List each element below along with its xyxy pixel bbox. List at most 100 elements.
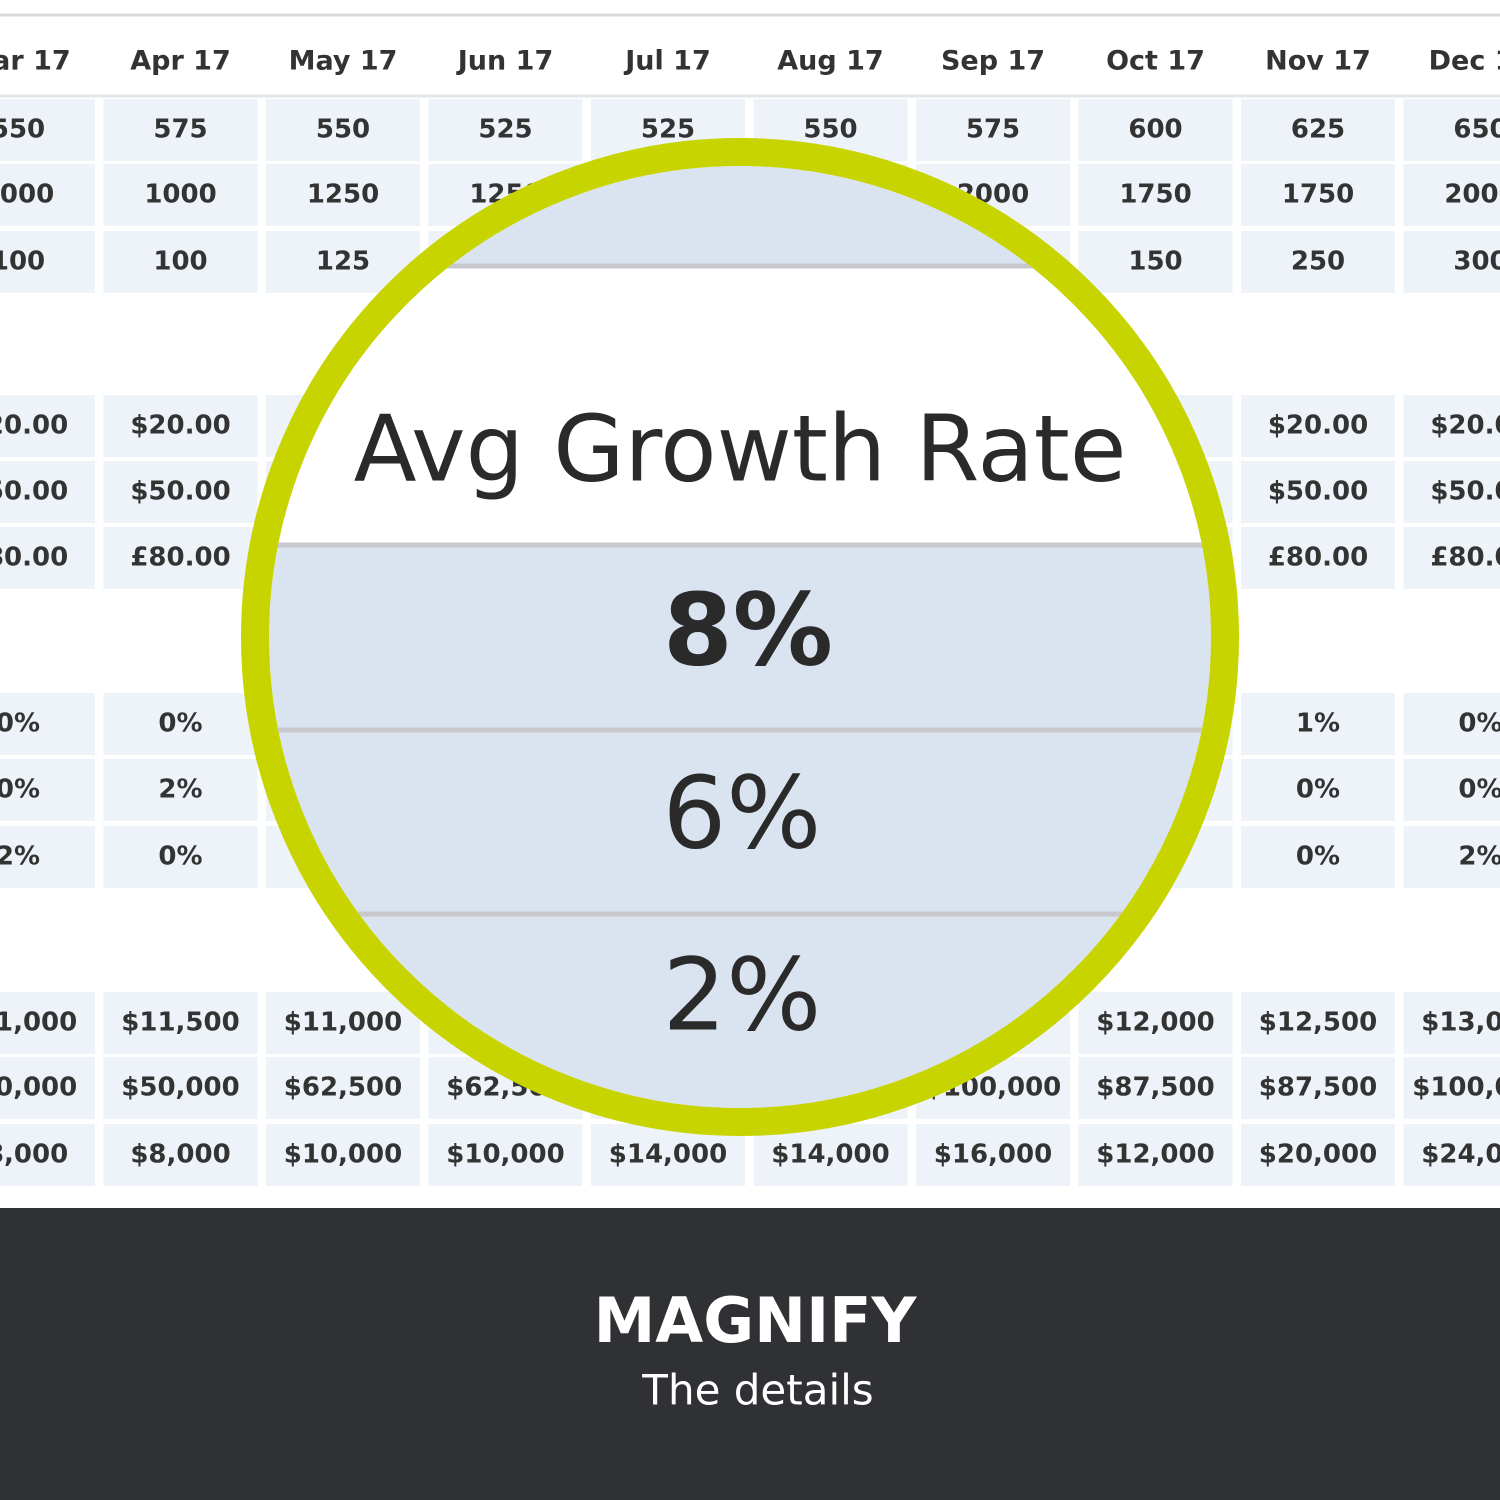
cell: $11,500: [121, 1008, 239, 1038]
cell: $100,000: [1412, 1073, 1500, 1103]
cell-bg: [0, 759, 95, 821]
cell-bg: [103, 1124, 258, 1186]
cell-bg: [0, 1057, 95, 1119]
cell: 100: [153, 247, 207, 277]
cell-bg: [1241, 395, 1395, 457]
cell-bg: [103, 759, 258, 821]
cell-bg: [1403, 99, 1500, 161]
cell: 1750: [1119, 180, 1191, 210]
cell-bg: [266, 1057, 420, 1119]
cell: $11,000: [0, 1008, 77, 1038]
cell-bg: [1403, 826, 1500, 888]
column-header: Jul 17: [623, 46, 711, 77]
cell: 525: [478, 115, 532, 145]
cell: $13,000: [1421, 1008, 1500, 1038]
cell: $16,000: [934, 1140, 1052, 1170]
footer-title: MAGNIFY: [594, 1284, 918, 1357]
cell-bg: [103, 395, 258, 457]
cell-bg: [0, 826, 95, 888]
cell-bg: [1078, 99, 1233, 161]
footer-band: [0, 1208, 1500, 1500]
cell: 300: [1453, 247, 1500, 277]
cell: $12,000: [1096, 1140, 1214, 1170]
cell-bg: [103, 992, 258, 1054]
cell-bg: [1241, 1124, 1395, 1186]
column-header: Nov 17: [1265, 46, 1371, 77]
cell-bg: [103, 461, 258, 523]
cell-bg: [1241, 527, 1395, 589]
cell: $87,500: [1096, 1073, 1214, 1103]
cell-bg: [266, 99, 420, 161]
cell: $50.00: [130, 477, 230, 507]
cell-bg: [1078, 992, 1233, 1054]
cell-bg: [1078, 164, 1233, 226]
cell-bg: [103, 826, 258, 888]
cell: 550: [803, 115, 857, 145]
cell-bg: [1403, 759, 1500, 821]
column-header: Sep 17: [941, 46, 1045, 77]
cell-bg: [0, 693, 95, 755]
cell: 625: [1291, 115, 1345, 145]
footer-subtitle: The details: [641, 1366, 873, 1415]
cell: 650: [1453, 115, 1500, 145]
cell: $10,000: [446, 1140, 564, 1170]
cell-bg: [0, 99, 95, 161]
cell: 1000: [0, 180, 54, 210]
cell: $11,000: [284, 1008, 402, 1038]
cell: 600: [1128, 115, 1182, 145]
cell: $10,000: [284, 1140, 402, 1170]
cell: $50.00: [1430, 477, 1500, 507]
cell-bg: [103, 527, 258, 589]
cell-bg: [1241, 164, 1395, 226]
cell: 575: [153, 115, 207, 145]
cell: £80.00: [1268, 543, 1368, 573]
cell-bg: [1403, 164, 1500, 226]
column-header: Jun 17: [456, 46, 553, 77]
lens-value: 8%: [663, 571, 833, 688]
cell: $20.00: [1268, 411, 1368, 441]
cell: 125: [316, 247, 370, 277]
cell: 0%: [158, 709, 202, 739]
cell-bg: [1403, 1124, 1500, 1186]
cell: 575: [966, 115, 1020, 145]
cell: $20.00: [0, 411, 68, 441]
cell: 0%: [0, 775, 40, 805]
cell: £80.00: [1430, 543, 1500, 573]
cell-bg: [0, 461, 95, 523]
cell-bg: [1078, 231, 1233, 293]
cell: $50,000: [0, 1073, 77, 1103]
cell-bg: [103, 164, 258, 226]
cell-bg: [1241, 461, 1395, 523]
cell: 0%: [1296, 775, 1340, 805]
cell-bg: [916, 99, 1070, 161]
column-header: Dec 17: [1429, 46, 1500, 77]
cell-bg: [916, 1124, 1070, 1186]
cell-bg: [1403, 395, 1500, 457]
cell: 250: [1291, 247, 1345, 277]
cell-bg: [103, 693, 258, 755]
cell-bg: [1403, 693, 1500, 755]
cell: 1250: [307, 180, 379, 210]
cell: $20.00: [130, 411, 230, 441]
cell-bg: [1403, 461, 1500, 523]
cell-bg: [0, 164, 95, 226]
column-header: May 17: [289, 46, 398, 77]
cell-bg: [0, 992, 95, 1054]
cell: 0%: [1296, 842, 1340, 872]
cell: $24,000: [1421, 1140, 1500, 1170]
cell: $12,500: [1259, 1008, 1377, 1038]
cell-bg: [266, 992, 420, 1054]
cell: 1000: [144, 180, 216, 210]
cell-bg: [103, 1057, 258, 1119]
cell-bg: [1241, 826, 1395, 888]
cell: $8,000: [0, 1140, 68, 1170]
cell: £80.00: [130, 543, 230, 573]
lens-header: Avg Growth Rate: [354, 395, 1127, 502]
cell: 525: [641, 115, 695, 145]
cell-bg: [1403, 231, 1500, 293]
cell: 2%: [0, 842, 40, 872]
cell: 150: [1128, 247, 1182, 277]
cell: 0%: [1458, 775, 1500, 805]
cell: $14,000: [771, 1140, 889, 1170]
cell-bg: [1403, 992, 1500, 1054]
